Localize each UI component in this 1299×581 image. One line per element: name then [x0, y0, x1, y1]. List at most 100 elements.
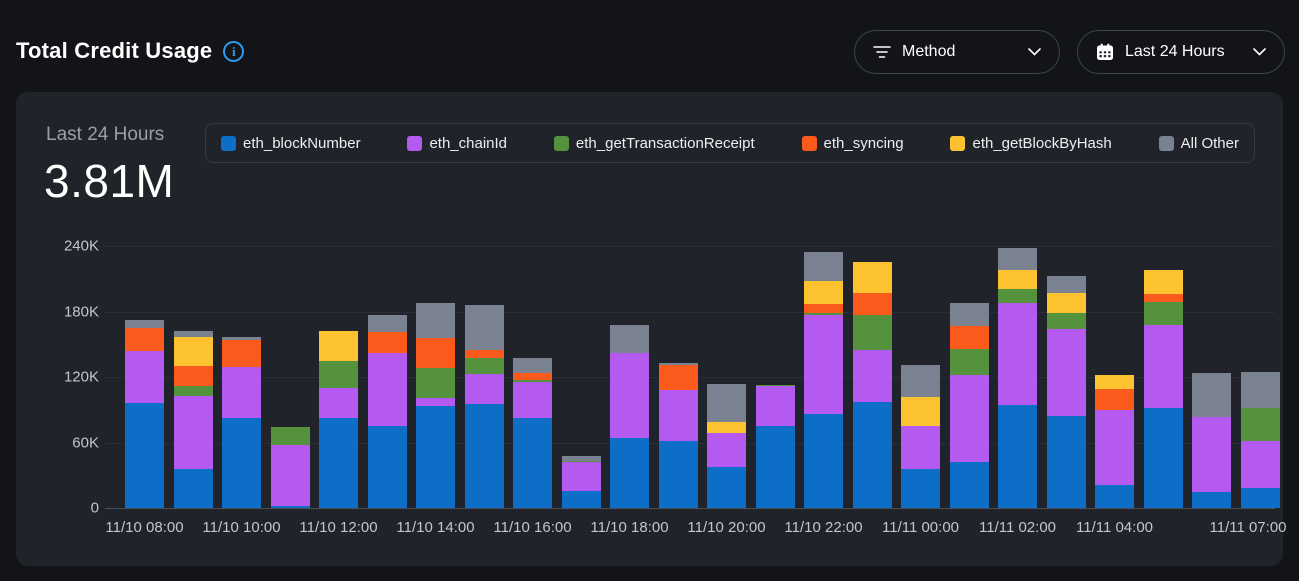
bar-11-10-22-00[interactable] [804, 251, 843, 508]
bar-segment-eth-getblockbyhash[interactable] [319, 331, 358, 361]
bar-segment-all-other[interactable] [125, 320, 164, 328]
bar-segment-eth-gettransactionreceipt[interactable] [1143, 301, 1183, 325]
bar-segment-eth-blocknumber[interactable] [513, 418, 552, 508]
bar-segment-eth-chainid[interactable] [658, 390, 698, 442]
bar-segment-all-other[interactable] [998, 248, 1037, 271]
bar-segment-eth-blocknumber[interactable] [1095, 485, 1134, 508]
bar-11-11-07-00[interactable] [1240, 371, 1280, 508]
info-circle-icon[interactable]: i [223, 40, 245, 62]
bar-segment-eth-chainid[interactable] [513, 382, 552, 419]
bar-11-10-09-00[interactable] [173, 331, 213, 508]
bar-segment-eth-gettransactionreceipt[interactable] [1046, 312, 1086, 329]
bar-segment-eth-gettransactionreceipt[interactable] [561, 461, 601, 463]
legend-item-eth-getblockbyhash[interactable]: eth_getBlockByHash [950, 135, 1112, 152]
bar-segment-eth-gettransactionreceipt[interactable] [949, 348, 989, 375]
bar-11-10-16-00[interactable] [513, 358, 552, 508]
bar-11-11-05-00[interactable] [1143, 270, 1183, 508]
bar-11-11-04-00[interactable] [1095, 374, 1134, 508]
bar-segment-eth-chainid[interactable] [125, 350, 164, 404]
bar-segment-eth-syncing[interactable] [367, 332, 407, 353]
bar-segment-all-other[interactable] [707, 383, 746, 422]
bar-segment-eth-chainid[interactable] [367, 352, 407, 427]
bar-11-11-03-00[interactable] [1046, 275, 1086, 508]
bar-segment-all-other[interactable] [804, 251, 843, 281]
bar-segment-all-other[interactable] [464, 304, 504, 350]
bar-segment-all-other[interactable] [901, 365, 940, 397]
bar-segment-eth-chainid[interactable] [1095, 409, 1134, 486]
bar-11-10-08-00[interactable] [125, 320, 164, 508]
bar-segment-eth-blocknumber[interactable] [1240, 488, 1280, 508]
bar-segment-eth-getblockbyhash[interactable] [1143, 270, 1183, 295]
bar-segment-eth-gettransactionreceipt[interactable] [513, 380, 552, 383]
bar-segment-eth-blocknumber[interactable] [707, 466, 746, 508]
bar-segment-eth-chainid[interactable] [949, 374, 989, 463]
bar-segment-eth-chainid[interactable] [222, 367, 261, 419]
bar-segment-eth-chainid[interactable] [1240, 441, 1280, 489]
bar-segment-eth-blocknumber[interactable] [367, 426, 407, 508]
bar-segment-eth-blocknumber[interactable] [1046, 416, 1086, 508]
bar-segment-eth-gettransactionreceipt[interactable] [464, 358, 504, 374]
bar-segment-eth-chainid[interactable] [561, 462, 601, 491]
bar-11-10-10-00[interactable] [222, 336, 261, 508]
bar-11-10-20-00[interactable] [707, 383, 746, 508]
bar-segment-eth-blocknumber[interactable] [173, 468, 213, 508]
bar-segment-eth-syncing[interactable] [173, 366, 213, 386]
bar-segment-eth-blocknumber[interactable] [658, 441, 698, 508]
bar-segment-eth-syncing[interactable] [125, 327, 164, 351]
bar-segment-eth-syncing[interactable] [949, 325, 989, 349]
bar-segment-eth-chainid[interactable] [610, 353, 649, 439]
bar-segment-eth-gettransactionreceipt[interactable] [804, 312, 843, 315]
bar-segment-eth-getblockbyhash[interactable] [901, 396, 940, 427]
bar-segment-eth-gettransactionreceipt[interactable] [173, 385, 213, 396]
bar-segment-eth-syncing[interactable] [852, 292, 892, 315]
bar-segment-eth-syncing[interactable] [222, 339, 261, 368]
legend-item-eth-syncing[interactable]: eth_syncing [801, 135, 904, 152]
bar-segment-eth-chainid[interactable] [416, 397, 455, 407]
bar-11-10-11-00[interactable] [270, 427, 310, 508]
bar-segment-eth-chainid[interactable] [319, 387, 358, 419]
bar-segment-eth-chainid[interactable] [464, 373, 504, 405]
bar-segment-eth-getblockbyhash[interactable] [1095, 374, 1134, 390]
bar-segment-eth-blocknumber[interactable] [270, 505, 310, 508]
bar-segment-eth-chainid[interactable] [901, 426, 940, 469]
bar-segment-eth-syncing[interactable] [658, 365, 698, 391]
bar-segment-eth-gettransactionreceipt[interactable] [852, 314, 892, 350]
bar-segment-eth-chainid[interactable] [1192, 417, 1231, 492]
bar-11-10-21-00[interactable] [755, 384, 795, 508]
bar-segment-eth-blocknumber[interactable] [755, 426, 795, 508]
bar-segment-eth-blocknumber[interactable] [1143, 407, 1183, 508]
bar-segment-eth-blocknumber[interactable] [319, 418, 358, 508]
bar-11-10-12-00[interactable] [319, 331, 358, 508]
bar-segment-eth-getblockbyhash[interactable] [804, 280, 843, 304]
bar-segment-eth-gettransactionreceipt[interactable] [319, 360, 358, 388]
bar-segment-all-other[interactable] [416, 302, 455, 338]
bar-segment-eth-chainid[interactable] [755, 385, 795, 427]
bar-segment-all-other[interactable] [513, 358, 552, 373]
bar-segment-eth-syncing[interactable] [416, 337, 455, 369]
bar-segment-all-other[interactable] [610, 324, 649, 353]
bar-segment-eth-getblockbyhash[interactable] [707, 421, 746, 433]
bar-segment-eth-syncing[interactable] [513, 372, 552, 381]
legend-item-eth-chainid[interactable]: eth_chainId [407, 135, 507, 152]
bar-segment-eth-blocknumber[interactable] [416, 406, 455, 508]
bar-segment-eth-chainid[interactable] [998, 302, 1037, 406]
bar-segment-eth-blocknumber[interactable] [464, 404, 504, 508]
bar-segment-all-other[interactable] [173, 331, 213, 337]
legend-item-all-other[interactable]: All Other [1158, 135, 1239, 152]
bar-11-11-00-00[interactable] [901, 365, 940, 508]
bar-segment-eth-syncing[interactable] [464, 349, 504, 359]
legend-item-eth-blocknumber[interactable]: eth_blockNumber [221, 135, 361, 152]
bar-segment-eth-chainid[interactable] [173, 395, 213, 469]
bar-segment-all-other[interactable] [1046, 275, 1086, 293]
bar-segment-eth-chainid[interactable] [852, 349, 892, 403]
bar-11-11-02-00[interactable] [998, 248, 1037, 508]
bar-segment-eth-gettransactionreceipt[interactable] [270, 427, 310, 445]
bar-segment-eth-blocknumber[interactable] [561, 490, 601, 508]
bar-segment-eth-getblockbyhash[interactable] [998, 270, 1037, 289]
bar-11-11-06-00[interactable] [1192, 372, 1231, 508]
bar-segment-eth-chainid[interactable] [1046, 328, 1086, 417]
date-range-dropdown[interactable]: Last 24 Hours [1077, 30, 1285, 74]
bar-segment-all-other[interactable] [1240, 371, 1280, 408]
bar-segment-all-other[interactable] [1192, 372, 1231, 418]
bar-11-10-23-00[interactable] [852, 262, 892, 508]
